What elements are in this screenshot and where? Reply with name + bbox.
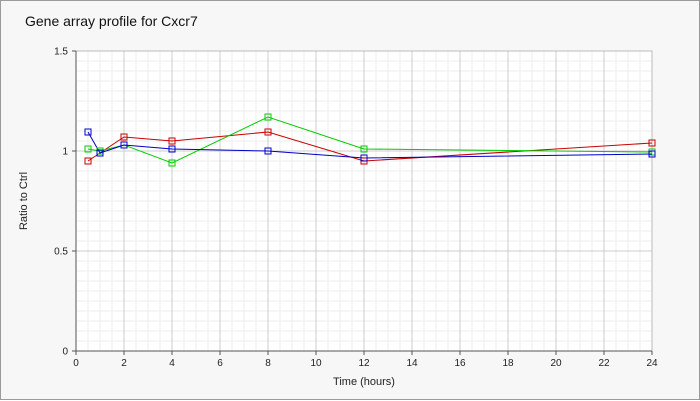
x-tick-label: 0 (73, 358, 79, 369)
series-2-marker (168, 159, 176, 167)
x-tick-label: 16 (454, 358, 466, 369)
x-tick-label: 8 (265, 358, 271, 369)
series-2-line (87, 116, 653, 164)
x-axis-label: Time (hours) (333, 376, 395, 388)
x-tick-label: 20 (550, 358, 562, 369)
series-3-marker (648, 150, 656, 158)
y-axis-label: Ratio to Ctrl (18, 172, 30, 230)
series-3-marker (96, 149, 104, 157)
series-2-marker (84, 145, 92, 153)
chart-title: Gene array profile for Cxcr7 (25, 13, 198, 29)
y-tick-label: 0.5 (54, 247, 68, 258)
series-1-marker (120, 133, 128, 141)
x-tick-label: 24 (646, 358, 658, 369)
x-tick-label: 10 (310, 358, 322, 369)
x-tick-labels: 0 2 4 6 8 10 12 14 16 18 20 22 24 (73, 351, 658, 369)
x-tick-label: 4 (169, 358, 175, 369)
y-tick-label: 1.5 (54, 47, 68, 58)
series-2-marker (264, 113, 272, 121)
series-1-marker (264, 128, 272, 136)
series-1-marker (168, 137, 176, 145)
series-2-marker (360, 145, 368, 153)
series-3-marker (360, 154, 368, 162)
x-tick-label: 14 (406, 358, 418, 369)
series-markers (84, 113, 656, 167)
series-1-marker (84, 157, 92, 165)
x-tick-label: 2 (121, 358, 127, 369)
series-1-marker (648, 139, 656, 147)
x-tick-label: 18 (502, 358, 514, 369)
y-tick-labels: 0 0.5 1 1.5 (54, 47, 76, 358)
series-3-marker (264, 147, 272, 155)
series-3-marker (84, 128, 92, 136)
series-3-marker (120, 141, 128, 149)
y-tick-label: 1 (62, 147, 68, 158)
x-tick-label: 22 (598, 358, 610, 369)
x-tick-label: 12 (358, 358, 370, 369)
x-tick-label: 6 (217, 358, 223, 369)
series-3-marker (168, 145, 176, 153)
y-tick-label: 0 (62, 347, 68, 358)
